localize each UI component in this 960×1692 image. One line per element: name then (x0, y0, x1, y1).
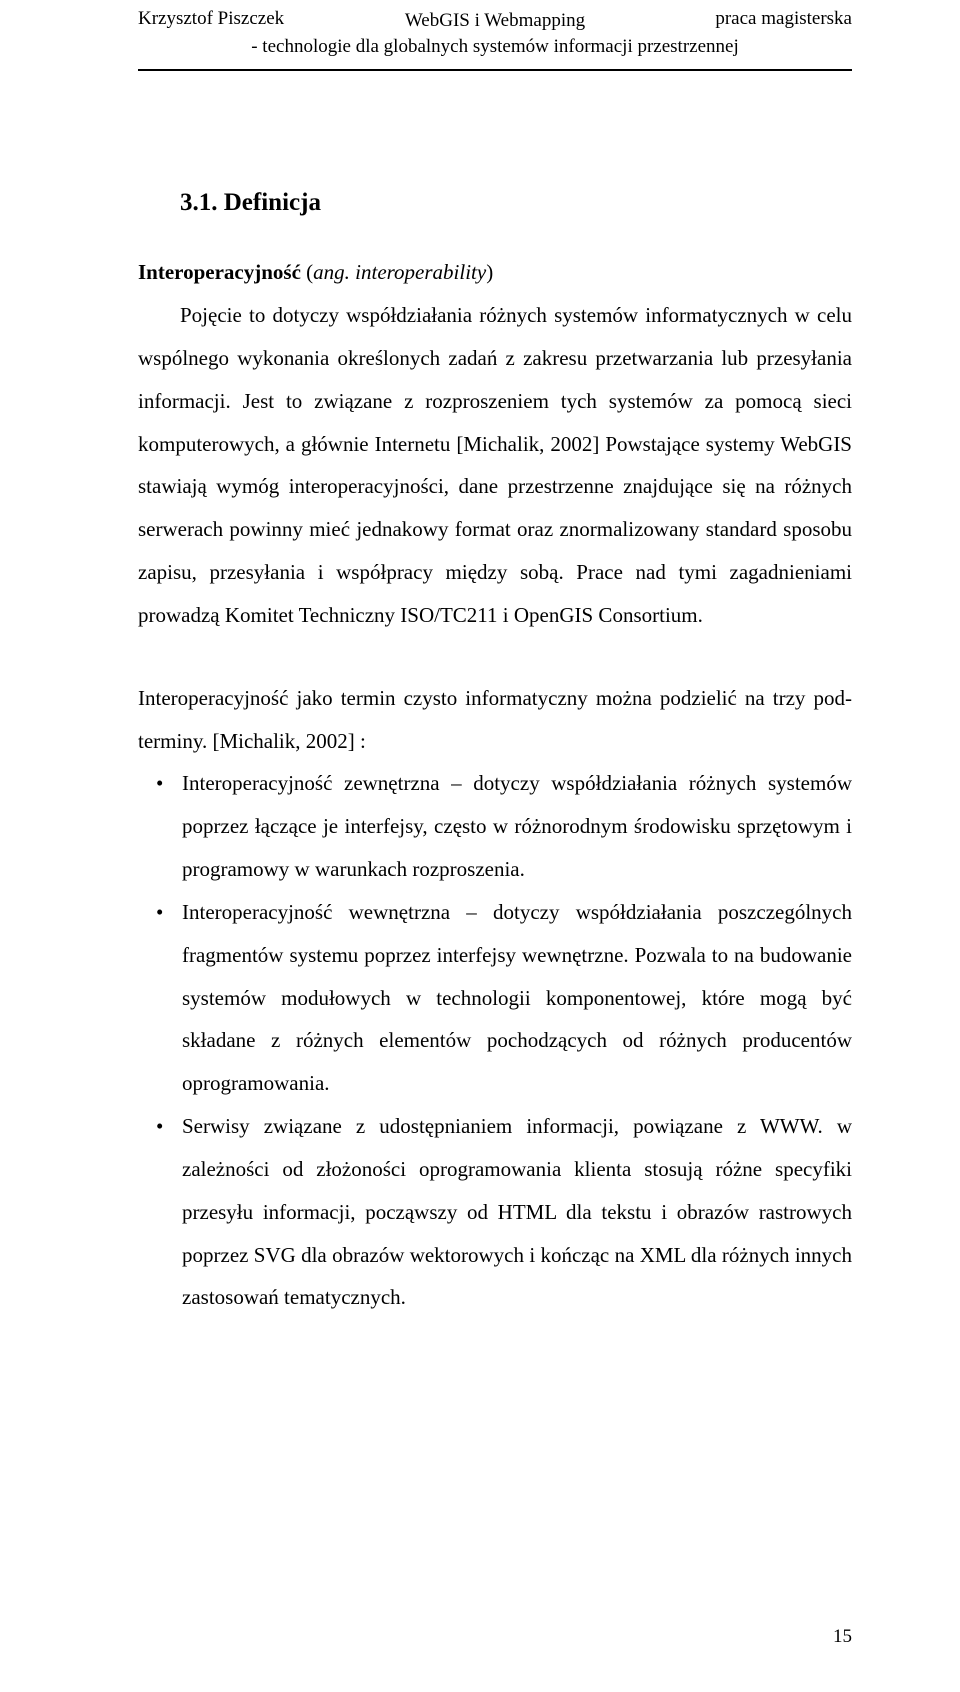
section-heading: 3.1. Definicja (138, 189, 852, 217)
header-author: Krzysztof Piszczek (138, 8, 284, 30)
paren-open: ( (301, 260, 313, 284)
paragraph-2: Interoperacyjność jako termin czysto inf… (138, 677, 852, 763)
page-number: 15 (833, 1626, 852, 1648)
list-item: Serwisy związane z udostępnianiem inform… (138, 1105, 852, 1319)
header-doc-type: praca magisterska (715, 8, 852, 30)
paren-close: ) (486, 260, 493, 284)
header-title-2: - technologie dla globalnych systemów in… (138, 34, 852, 60)
bullet-list: Interoperacyjność zewnętrzna – dotyczy w… (138, 762, 852, 1319)
term-italic: ang. interoperability (313, 260, 486, 284)
paragraph-1: Interoperacyjność (ang. interoperability… (138, 251, 852, 636)
paragraph-1-body: Pojęcie to dotyczy współdziałania różnyc… (138, 294, 852, 637)
header-rule (138, 69, 852, 71)
list-item: Interoperacyjność wewnętrzna – dotyczy w… (138, 891, 852, 1105)
page-container: Krzysztof Piszczek praca magisterska Web… (0, 0, 960, 1319)
list-item: Interoperacyjność zewnętrzna – dotyczy w… (138, 762, 852, 890)
term-bold: Interoperacyjność (138, 260, 301, 284)
spacer (138, 637, 852, 677)
